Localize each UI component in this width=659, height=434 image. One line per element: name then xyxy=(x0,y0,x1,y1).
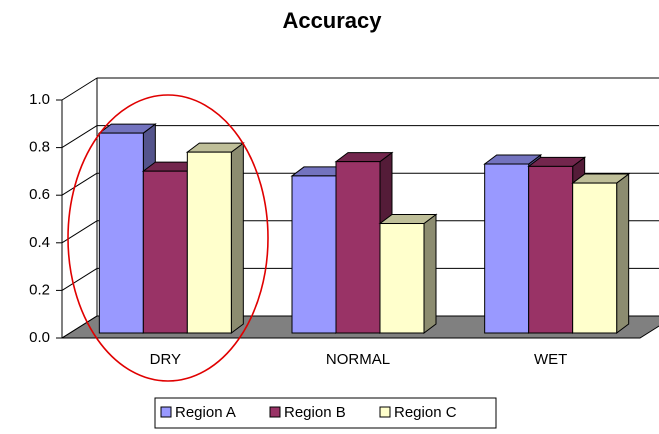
legend-box xyxy=(154,397,497,429)
legend-label: Region B xyxy=(284,404,346,421)
bar-side xyxy=(230,142,244,334)
legend-label: Region A xyxy=(175,404,236,421)
bar-front xyxy=(528,165,574,334)
bar xyxy=(378,213,438,334)
chart-title: Accuracy xyxy=(282,8,382,33)
y-tick-label: 1.0 xyxy=(29,91,50,108)
y-tick-label: 0.6 xyxy=(29,186,50,203)
bar-front xyxy=(291,175,337,334)
bar-side xyxy=(423,213,437,334)
bar-front xyxy=(572,182,618,334)
bar xyxy=(571,173,631,334)
legend: Region A Region B Region C xyxy=(160,404,457,421)
bar xyxy=(185,142,245,334)
bar-front xyxy=(186,151,232,334)
x-tick-label: DRY xyxy=(150,351,181,368)
grid-line xyxy=(61,172,98,196)
legend-label: Region C xyxy=(394,404,457,421)
x-tick-label: NORMAL xyxy=(326,351,390,368)
y-tick-label: 0.8 xyxy=(29,139,50,156)
bar-front xyxy=(335,161,381,334)
legend-swatch xyxy=(160,406,172,418)
y-tick-label: 0.0 xyxy=(29,329,50,346)
grid-line xyxy=(61,315,98,339)
bar-front xyxy=(142,170,188,334)
bar-front xyxy=(379,223,425,334)
grid-line xyxy=(61,267,98,291)
bar-front xyxy=(484,163,530,334)
grid-line xyxy=(61,77,98,101)
y-tick-label: 0.2 xyxy=(29,281,50,298)
x-tick-label: WET xyxy=(534,351,567,368)
legend-swatch xyxy=(269,406,281,418)
grid-line xyxy=(61,125,98,149)
bar-side xyxy=(616,173,630,334)
highlight-ellipse xyxy=(67,94,269,382)
legend-swatch xyxy=(379,406,391,418)
plot-area: 0.0 0.2 0.4 0.6 0.8 1.0 DRY NORMAL WET xyxy=(29,77,659,368)
bar-front xyxy=(98,132,144,334)
y-tick-label: 0.4 xyxy=(29,234,50,251)
